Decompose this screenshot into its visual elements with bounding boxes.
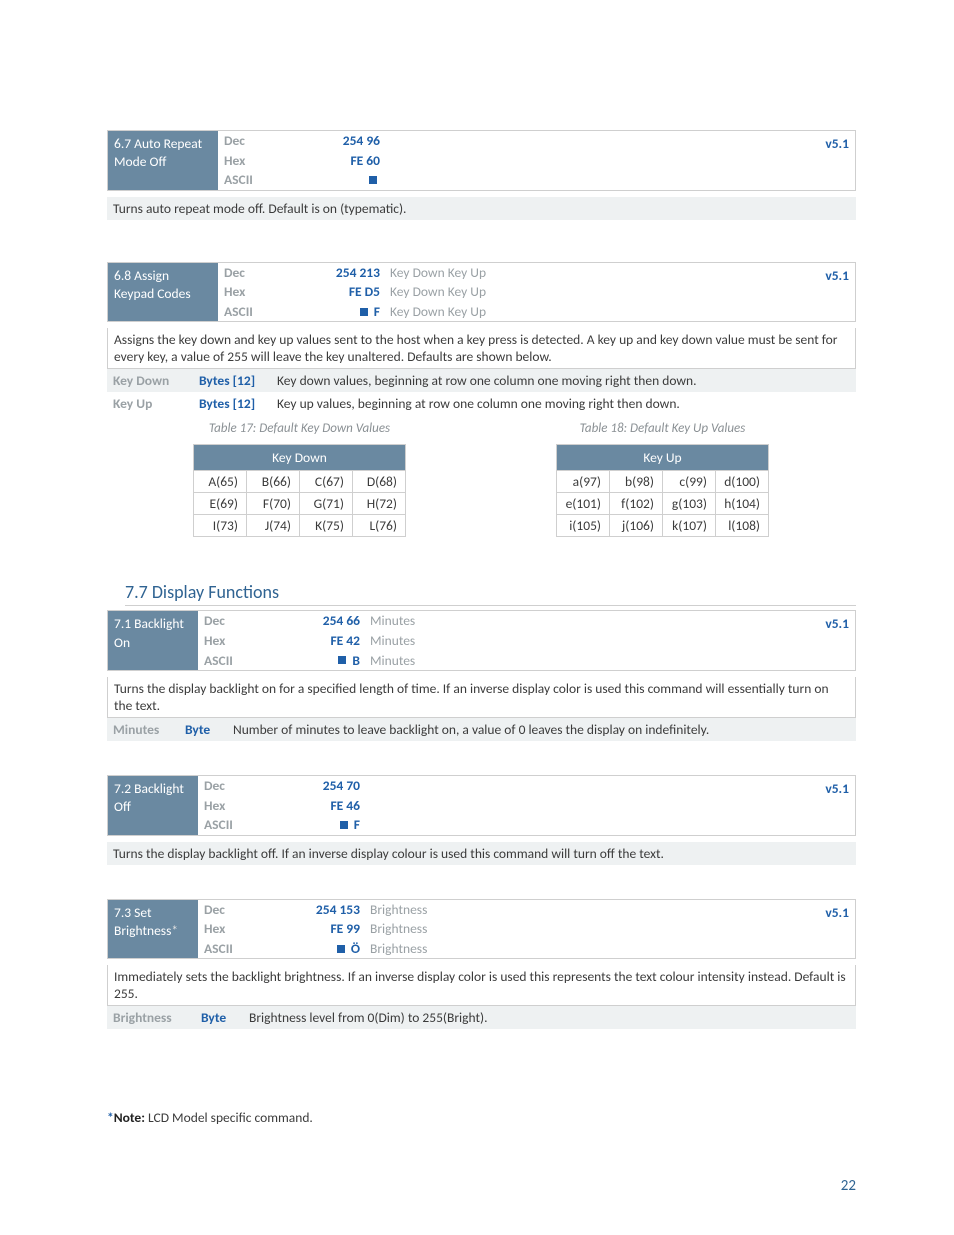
fmt-ascii-label: ASCII — [218, 170, 302, 190]
command-7-3: 7.3 Set Brightness Dec254 153Brightness … — [107, 899, 856, 960]
cmd-version: v5.1 — [799, 263, 855, 322]
command-7-2: 7.2 Backlight Off Dec254 70 HexFE 46 ASC… — [107, 775, 856, 836]
key-tables: Table 17: Default Key Down Values Key Do… — [193, 421, 856, 537]
key-up-table: Key Up a(97)b(98)c(99)d(100) e(101)f(102… — [556, 444, 769, 537]
fmt-dec-value: 254 96 — [302, 131, 390, 151]
param-row: Key Up Bytes [12] Key up values, beginni… — [107, 392, 856, 415]
cmd-name: 6.8 Assign Keypad Codes — [108, 263, 218, 322]
cmd-name: 6.7 Auto Repeat Mode Off — [108, 131, 218, 190]
section-title: 7.7 Display Functions — [125, 581, 856, 606]
footnote: *Note: LCD Model specific command. — [107, 1109, 856, 1126]
command-6-8: 6.8 Assign Keypad Codes Dec254 213Key Do… — [107, 262, 856, 323]
fmt-ascii-value — [302, 170, 390, 190]
cmd-version: v5.1 — [799, 900, 855, 959]
command-6-7: 6.7 Auto Repeat Mode Off Dec254 96 HexFE… — [107, 130, 856, 191]
cmd-description: Immediately sets the backlight brightnes… — [107, 965, 856, 1006]
cmd-name: 7.3 Set Brightness — [108, 900, 198, 959]
page-number: 22 — [841, 1177, 856, 1195]
table-caption: Table 18: Default Key Up Values — [556, 421, 769, 436]
cmd-description: Turns the display backlight on for a spe… — [107, 677, 856, 718]
key-down-table: Key Down A(65)B(66)C(67)D(68) E(69)F(70)… — [193, 444, 406, 537]
cmd-version: v5.1 — [799, 776, 855, 835]
fmt-hex-value: FE 60 — [302, 151, 390, 171]
fmt-hex-label: Hex — [218, 151, 302, 171]
param-row: Key Down Bytes [12] Key down values, beg… — [107, 369, 856, 392]
command-7-1: 7.1 Backlight On Dec254 66Minutes HexFE … — [107, 610, 856, 671]
cmd-description: Assigns the key down and key up values s… — [107, 328, 856, 369]
cmd-version: v5.1 — [799, 611, 855, 670]
cmd-name: 7.1 Backlight On — [108, 611, 198, 670]
cmd-version: v5.1 — [799, 131, 855, 190]
fmt-dec-label: Dec — [218, 131, 302, 151]
param-row: Minutes Byte Number of minutes to leave … — [107, 718, 856, 741]
cmd-description: Turns auto repeat mode off. Default is o… — [107, 197, 856, 220]
table-caption: Table 17: Default Key Down Values — [193, 421, 406, 436]
param-row: Brightness Byte Brightness level from 0(… — [107, 1006, 856, 1029]
cmd-description: Turns the display backlight off. If an i… — [107, 842, 856, 865]
cmd-name: 7.2 Backlight Off — [108, 776, 198, 835]
